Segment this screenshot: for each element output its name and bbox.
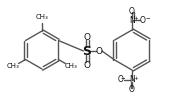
Text: −: − xyxy=(120,75,125,81)
Text: O: O xyxy=(84,33,91,42)
Text: O: O xyxy=(84,60,91,70)
Text: O: O xyxy=(118,75,124,84)
Text: CH₃: CH₃ xyxy=(7,64,20,70)
Text: +: + xyxy=(133,75,138,81)
Text: CH₃: CH₃ xyxy=(64,64,77,70)
Text: O: O xyxy=(140,15,146,25)
Text: O: O xyxy=(129,6,135,15)
Text: S: S xyxy=(82,44,91,57)
Text: +: + xyxy=(133,15,138,20)
Text: N: N xyxy=(129,75,135,84)
Text: CH₃: CH₃ xyxy=(36,14,48,20)
Text: N: N xyxy=(129,15,135,25)
Text: O: O xyxy=(129,84,135,94)
Text: O: O xyxy=(96,46,102,56)
Text: −: − xyxy=(145,15,150,20)
